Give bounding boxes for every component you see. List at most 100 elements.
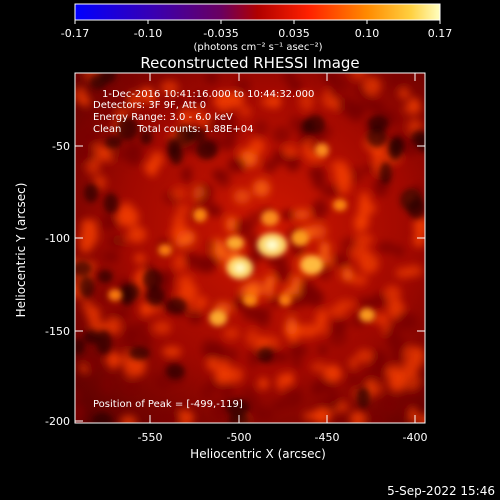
bright-source-blob [209,310,227,326]
speckle-blob [82,115,94,127]
speckle-blob [75,402,86,420]
speckle-blob [355,349,374,363]
bright-source-blob [108,289,122,301]
speckle-blob [223,327,240,340]
speckle-blob [350,274,368,286]
speckle-blob [101,374,114,394]
secondary-core-blob [235,264,245,272]
dark-blob [195,140,218,160]
speckle-blob [127,226,147,243]
y-tick-label: -150 [45,325,70,338]
speckle-blob [369,100,386,115]
rhessi-image [75,73,425,423]
speckle-blob [80,218,97,229]
speckle-blob [385,365,403,379]
speckle-blob [354,233,374,245]
y-axis-label: Heliocentric Y (arcsec) [14,183,28,318]
bright-source-blob [243,294,257,306]
dark-blob [417,134,425,153]
speckle-blob [115,108,130,120]
speckle-blob [397,87,411,100]
info-time-range: 1-Dec-2016 10:41:16.000 to 10:44:32.000 [102,89,314,100]
speckle-blob [311,173,327,190]
speckle-blob [179,109,194,125]
speckle-blob [215,359,232,380]
info-detectors: Detectors: 3F 9F, Att 0 [93,100,206,111]
bright-source-blob [359,308,375,322]
speckle-blob [247,348,260,368]
speckle-blob [111,308,131,319]
speckle-blob [341,267,353,282]
speckle-blob [337,98,357,115]
speckle-blob [220,134,237,151]
speckle-blob [75,129,85,145]
speckle-blob [181,284,200,296]
colorbar-tick-label: 0.10 [355,27,380,40]
colorbar: -0.17 -0.10 -0.035 0.035 0.10 0.17 (phot… [61,3,452,53]
speckle-blob [327,328,348,347]
speckle-blob [272,149,287,166]
bright-source-blob [226,236,244,250]
x-tick-label: -450 [315,431,340,444]
speckle-blob [153,411,173,423]
dark-blob [356,388,371,409]
speckle-blob [233,189,251,204]
speckle-blob [349,73,367,81]
dark-blob [89,74,107,90]
dark-blob [165,297,187,314]
speckle-blob [290,344,309,357]
speckle-blob [310,362,328,373]
speckle-blob [216,91,233,112]
dark-blob [142,268,163,290]
speckle-blob [177,204,189,215]
dark-blob [165,363,185,380]
speckle-blob [245,329,260,347]
colorbar-gradient [74,3,441,21]
speckle-blob [409,97,420,112]
speckle-blob [293,294,310,308]
speckle-blob [288,79,303,92]
speckle-blob [121,380,140,394]
speckle-blob [387,114,401,125]
speckle-blob [377,241,396,254]
speckle-blob [108,234,126,249]
speckle-blob [206,357,219,372]
speckle-blob [419,413,425,423]
bright-source-blob [301,256,323,274]
x-tick-label: -550 [138,431,163,444]
speckle-blob [195,295,208,309]
peak-position-label: Position of Peak = [-499,-119] [93,399,243,410]
dark-blob [129,346,151,361]
speckle-blob [132,142,144,157]
speckle-blob [395,266,412,279]
speckle-blob [330,84,341,99]
speckle-blob [383,396,398,413]
dark-blob [366,126,387,148]
plot-timestamp: 5-Sep-2022 15:46 [387,484,495,498]
speckle-blob [320,186,339,198]
speckle-blob [298,91,315,111]
speckle-blob [154,373,173,390]
speckle-blob [82,128,99,146]
speckle-blob [280,209,295,220]
speckle-blob [193,91,207,111]
speckle-blob [75,389,82,402]
speckle-blob [173,253,186,272]
dark-blob [185,127,207,142]
speckle-blob [371,349,384,366]
speckle-blob [126,154,143,166]
speckle-blob [122,330,138,350]
speckle-blob [105,352,122,367]
speckle-blob [263,159,277,174]
bright-source-blob [333,199,347,211]
speckle-blob [275,262,291,282]
speckle-blob [120,73,137,88]
speckle-blob [350,243,370,261]
speckle-blob [204,240,217,252]
speckle-blob [361,370,381,385]
speckle-blob [93,175,107,190]
speckle-blob [141,335,152,347]
dark-blob [97,269,113,284]
speckle-blob [219,382,235,400]
y-axis-ticks [75,145,425,422]
